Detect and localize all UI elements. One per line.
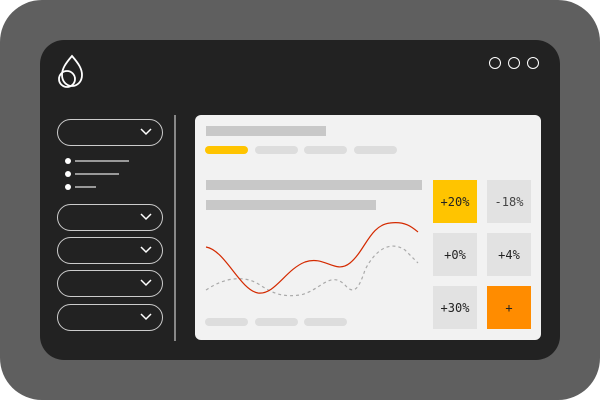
sidebar-dropdown-1[interactable] [57,119,163,146]
list-item-line [75,186,96,188]
list-bullet [65,184,71,190]
list-item-line [75,160,129,162]
sidebar-dropdown-4[interactable] [57,270,163,297]
stat-tile[interactable]: +20% [433,180,477,223]
footer-pill [304,318,347,326]
window-control-3[interactable] [527,57,539,69]
tab[interactable] [255,146,298,154]
sidebar-dropdown-3[interactable] [57,237,163,264]
window-control-2[interactable] [508,57,520,69]
leaf-drop-icon [58,54,83,88]
chart-line-secondary [205,245,419,297]
add-tile-button[interactable]: + [487,286,531,329]
tab-active[interactable] [205,146,248,154]
chevron-down-icon [140,128,152,136]
window-control-1[interactable] [489,57,501,69]
list-bullet [65,158,71,164]
stat-tile[interactable]: +4% [487,233,531,276]
line-chart [205,222,419,297]
stat-tile[interactable]: -18% [487,180,531,223]
list-bullet [65,171,71,177]
chevron-down-icon [140,246,152,254]
stat-tile[interactable]: +0% [433,233,477,276]
sidebar-divider [174,115,176,341]
chevron-down-icon [140,213,152,221]
list-item-line [75,173,119,175]
text-placeholder [206,200,376,210]
title-placeholder [206,126,326,136]
sidebar-dropdown-5[interactable] [57,304,163,331]
text-placeholder [206,180,422,190]
tab[interactable] [354,146,397,154]
tab[interactable] [304,146,347,154]
stat-tile[interactable]: +30% [433,286,477,329]
chevron-down-icon [140,313,152,321]
footer-pill [255,318,298,326]
footer-pill [205,318,248,326]
chart-line-primary [205,222,419,294]
sidebar-dropdown-2[interactable] [57,204,163,231]
chevron-down-icon [140,279,152,287]
